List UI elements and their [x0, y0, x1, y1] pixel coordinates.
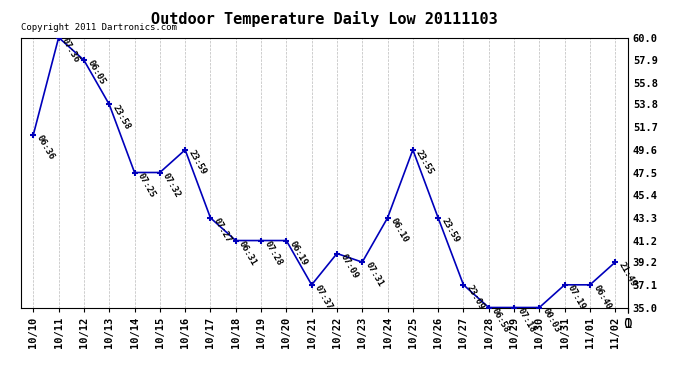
Text: 23:59: 23:59: [186, 148, 208, 176]
Text: 23:09: 23:09: [465, 284, 486, 311]
Text: 07:31: 07:31: [364, 261, 385, 288]
Text: 07:37: 07:37: [313, 284, 334, 311]
Text: 06:19: 06:19: [288, 239, 309, 267]
Text: 07:27: 07:27: [212, 216, 233, 244]
Text: 07:28: 07:28: [262, 239, 284, 267]
Text: 06:40: 06:40: [591, 284, 613, 311]
Text: 06:58: 06:58: [490, 306, 511, 334]
Text: 23:59: 23:59: [440, 216, 461, 244]
Text: 07:36: 07:36: [60, 36, 81, 64]
Text: 21:49: 21:49: [617, 261, 638, 288]
Text: 23:58: 23:58: [110, 103, 132, 131]
Text: 07:25: 07:25: [136, 171, 157, 199]
Text: 07:19: 07:19: [566, 284, 587, 311]
Text: 07:09: 07:09: [338, 252, 359, 280]
Text: 07:32: 07:32: [161, 171, 182, 199]
Text: 06:36: 06:36: [34, 133, 56, 161]
Text: Copyright 2011 Dartronics.com: Copyright 2011 Dartronics.com: [21, 23, 177, 32]
Text: 00:03: 00:03: [541, 306, 562, 334]
Text: 06:05: 06:05: [86, 59, 106, 87]
Text: 06:31: 06:31: [237, 239, 258, 267]
Text: 07:18: 07:18: [515, 306, 537, 334]
Text: 06:10: 06:10: [389, 216, 410, 244]
Text: 23:55: 23:55: [414, 148, 435, 176]
Text: Outdoor Temperature Daily Low 20111103: Outdoor Temperature Daily Low 20111103: [151, 11, 497, 27]
